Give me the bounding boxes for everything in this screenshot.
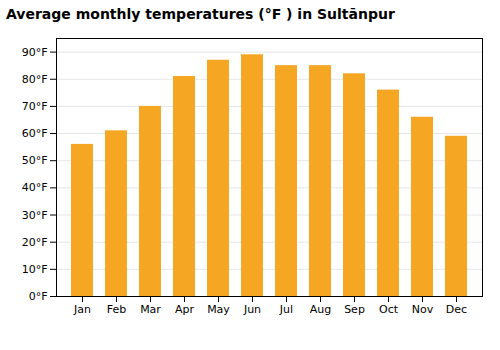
svg-text:May: May (207, 303, 230, 316)
svg-text:60°F: 60°F (22, 127, 48, 140)
svg-text:50°F: 50°F (22, 154, 48, 167)
svg-text:80°F: 80°F (22, 73, 48, 86)
svg-text:40°F: 40°F (22, 181, 48, 194)
svg-text:Apr: Apr (175, 303, 195, 316)
svg-text:Jul: Jul (279, 303, 293, 316)
svg-text:70°F: 70°F (22, 100, 48, 113)
svg-text:Mar: Mar (140, 303, 161, 316)
svg-text:Aug: Aug (310, 303, 331, 316)
svg-text:Jan: Jan (73, 303, 91, 316)
svg-text:Feb: Feb (107, 303, 126, 316)
svg-text:Sep: Sep (344, 303, 365, 316)
svg-text:90°F: 90°F (22, 46, 48, 59)
svg-text:Dec: Dec (446, 303, 467, 316)
svg-text:20°F: 20°F (22, 236, 48, 249)
html-text:Average monthly temperatures (: Average monthly temperatures (°F ) in Su… (6, 6, 395, 22)
svg-text:Oct: Oct (379, 303, 399, 316)
svg-text:0°F: 0°F (29, 290, 48, 303)
svg-text:10°F: 10°F (22, 263, 48, 276)
svg-text:Jun: Jun (243, 303, 261, 316)
svg-text:Nov: Nov (412, 303, 434, 316)
svg-text:30°F: 30°F (22, 209, 48, 222)
